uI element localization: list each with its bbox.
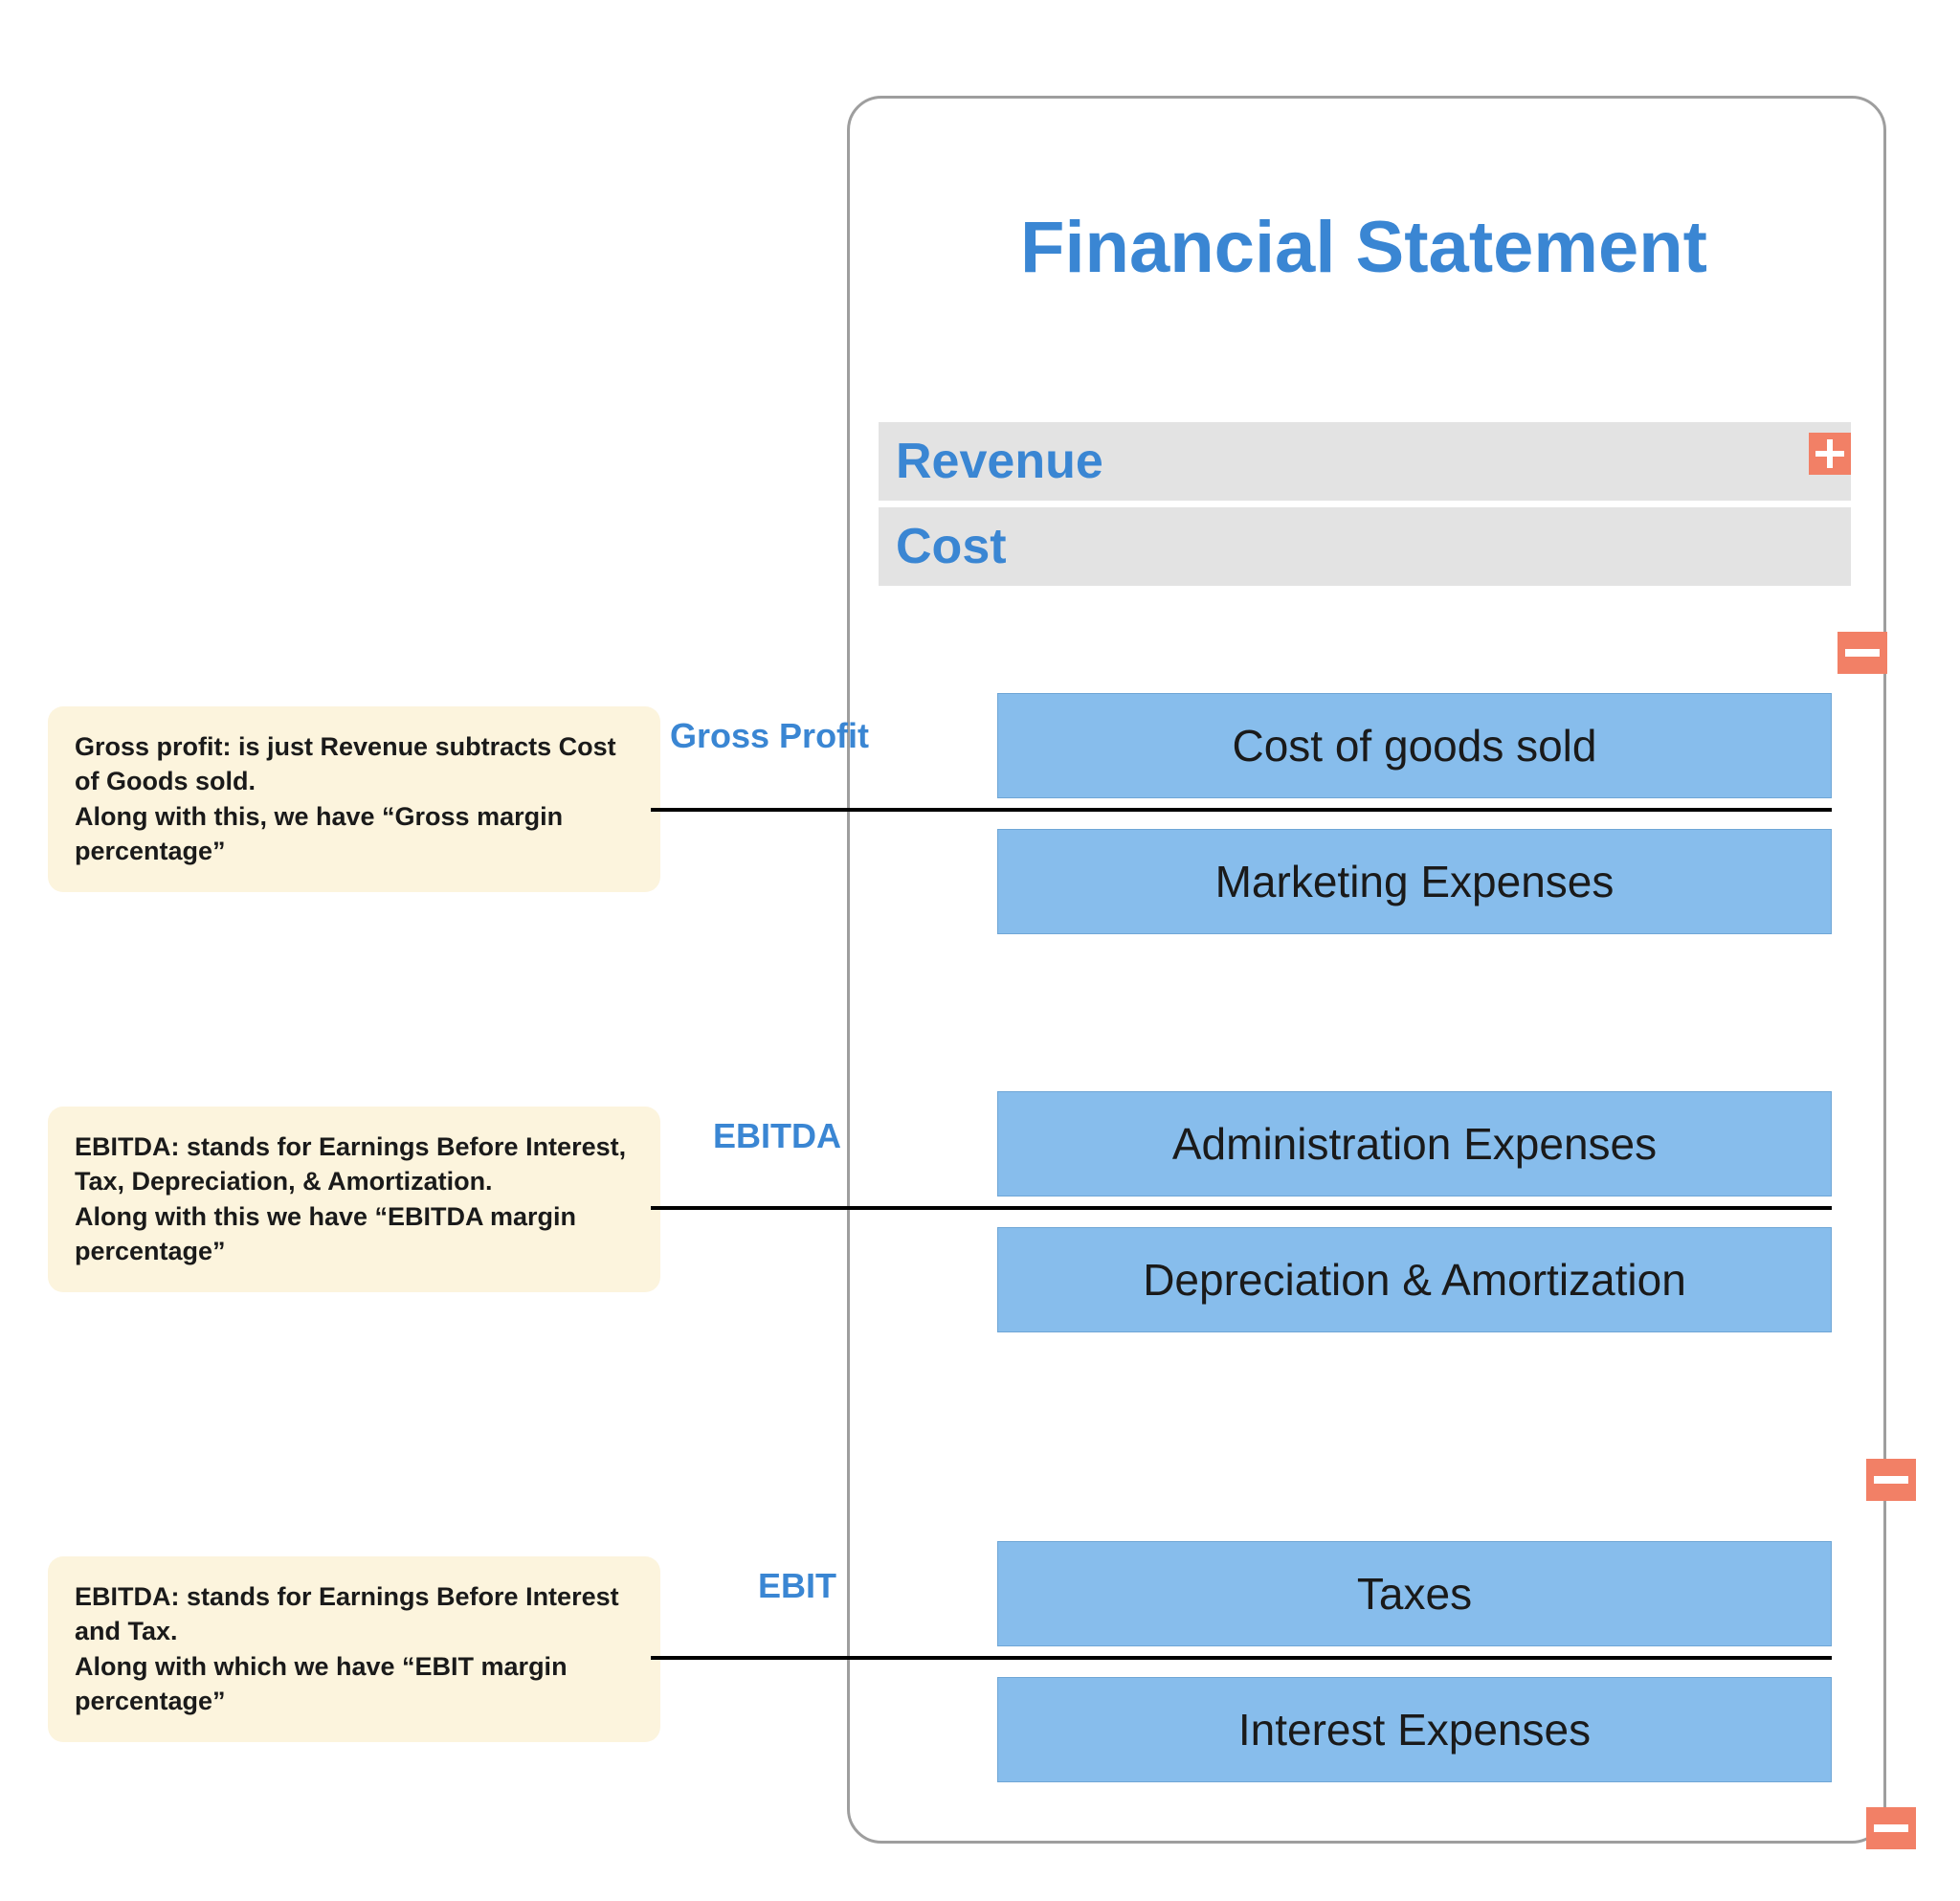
row-cost-label: Cost <box>896 518 1007 575</box>
line-ebitda <box>651 1206 1832 1210</box>
note-ebitda: EBITDA: stands for Earnings Before Inter… <box>48 1107 660 1292</box>
line-gross-profit <box>651 808 1832 812</box>
note-ebit: EBITDA: stands for Earnings Before Inter… <box>48 1556 660 1742</box>
item-cogs: Cost of goods sold <box>997 693 1832 798</box>
minus-icon <box>1866 1459 1916 1501</box>
label-ebit: EBIT <box>758 1566 836 1606</box>
minus-icon <box>1838 632 1887 674</box>
item-marketing: Marketing Expenses <box>997 829 1832 934</box>
item-da: Depreciation & Amortization <box>997 1227 1832 1332</box>
item-taxes: Taxes <box>997 1541 1832 1646</box>
line-ebit <box>651 1656 1832 1660</box>
minus-icon <box>1866 1807 1916 1849</box>
plus-icon <box>1809 433 1851 475</box>
row-revenue: Revenue <box>879 422 1851 501</box>
row-cost: Cost <box>879 507 1851 586</box>
panel-title: Financial Statement <box>938 206 1790 289</box>
label-ebitda: EBITDA <box>713 1116 841 1156</box>
label-gross-profit: Gross Profit <box>670 716 869 756</box>
item-interest: Interest Expenses <box>997 1677 1832 1782</box>
item-admin: Administration Expenses <box>997 1091 1832 1197</box>
note-gross-profit: Gross profit: is just Revenue subtracts … <box>48 706 660 892</box>
row-revenue-label: Revenue <box>896 433 1103 490</box>
